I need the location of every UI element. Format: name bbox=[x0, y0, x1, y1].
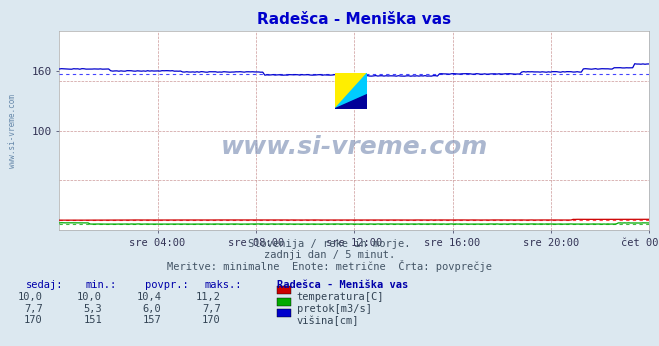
Text: 170: 170 bbox=[24, 315, 43, 325]
Text: povpr.:: povpr.: bbox=[145, 280, 188, 290]
Text: 151: 151 bbox=[84, 315, 102, 325]
Text: sedaj:: sedaj: bbox=[26, 280, 64, 290]
Text: višina[cm]: višina[cm] bbox=[297, 315, 359, 326]
Polygon shape bbox=[335, 94, 368, 109]
Text: temperatura[C]: temperatura[C] bbox=[297, 292, 384, 302]
Text: 6,0: 6,0 bbox=[143, 304, 161, 314]
Text: 10,4: 10,4 bbox=[136, 292, 161, 302]
Text: 157: 157 bbox=[143, 315, 161, 325]
Text: 170: 170 bbox=[202, 315, 221, 325]
Text: Meritve: minimalne  Enote: metrične  Črta: povprečje: Meritve: minimalne Enote: metrične Črta:… bbox=[167, 260, 492, 272]
Text: Slovenija / reke in morje.: Slovenija / reke in morje. bbox=[248, 239, 411, 249]
Text: 7,7: 7,7 bbox=[24, 304, 43, 314]
Text: www.si-vreme.com: www.si-vreme.com bbox=[221, 135, 488, 158]
Text: min.:: min.: bbox=[86, 280, 117, 290]
Text: 10,0: 10,0 bbox=[77, 292, 102, 302]
Text: 11,2: 11,2 bbox=[196, 292, 221, 302]
Text: 7,7: 7,7 bbox=[202, 304, 221, 314]
Text: maks.:: maks.: bbox=[204, 280, 242, 290]
Text: www.si-vreme.com: www.si-vreme.com bbox=[8, 94, 17, 169]
Text: pretok[m3/s]: pretok[m3/s] bbox=[297, 304, 372, 314]
Text: Radešca - Meniška vas: Radešca - Meniška vas bbox=[277, 280, 408, 290]
Text: 5,3: 5,3 bbox=[84, 304, 102, 314]
Polygon shape bbox=[335, 73, 368, 109]
Text: zadnji dan / 5 minut.: zadnji dan / 5 minut. bbox=[264, 250, 395, 260]
Title: Radešca - Meniška vas: Radešca - Meniška vas bbox=[257, 12, 451, 27]
Polygon shape bbox=[335, 73, 368, 109]
Text: 10,0: 10,0 bbox=[18, 292, 43, 302]
